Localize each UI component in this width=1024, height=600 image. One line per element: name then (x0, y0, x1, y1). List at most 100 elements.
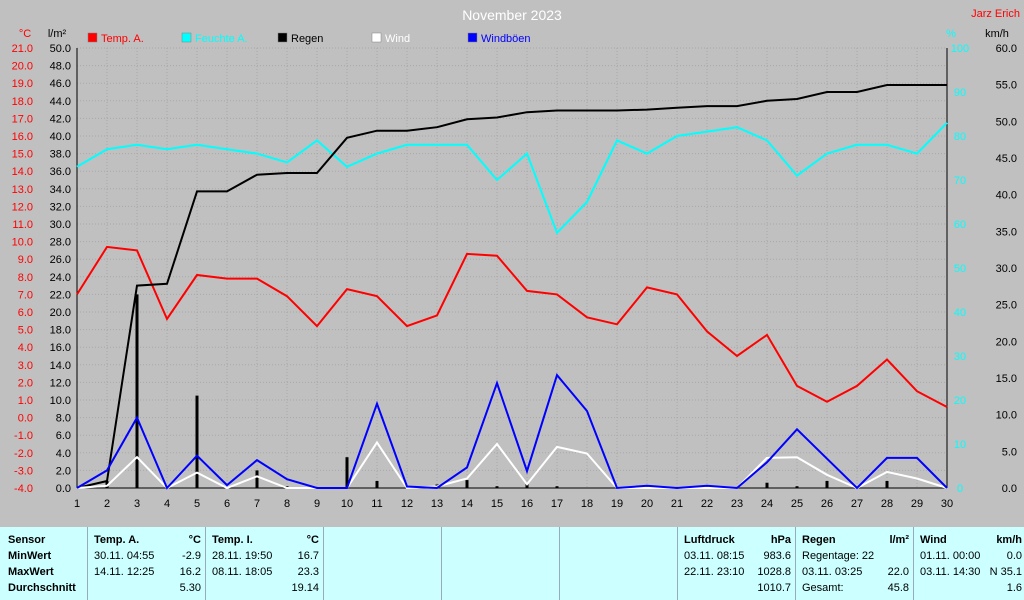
x-tick: 10 (341, 498, 353, 510)
temp-a-column: Temp. A. °C 30.11. 04:55 -2.9 14.11. 12:… (88, 527, 206, 600)
rain-unit: l/m² (889, 534, 909, 546)
rain-total: 45.8 (887, 582, 909, 594)
wind-tick: 20.0 (996, 336, 1017, 348)
rain-tick: 2.0 (56, 465, 71, 477)
rain-tick: 20.0 (50, 307, 71, 319)
hum-tick: 60 (954, 219, 966, 231)
pressure-min-time: 03.11. 08:15 (684, 550, 745, 562)
rain-total-label: Gesamt: (802, 582, 844, 594)
temp-i-average: 19.14 (291, 582, 319, 594)
wind-tick: 35.0 (996, 226, 1017, 238)
temp-tick: 20.0 (12, 61, 33, 73)
x-tick: 6 (224, 498, 230, 510)
legend-label-4: Windböen (481, 33, 531, 45)
x-tick: 20 (641, 498, 653, 510)
x-tick: 23 (731, 498, 743, 510)
wind-axis-unit: km/h (985, 28, 1009, 40)
rain-max-value: 22.0 (887, 566, 909, 578)
rain-tick: 0.0 (56, 483, 71, 495)
x-tick: 29 (911, 498, 923, 510)
rain-days: Regentage: 22 (802, 550, 875, 562)
series-line-wind-0000ff (76, 373, 948, 490)
rain-tick: 12.0 (50, 377, 71, 389)
temp-a-min-value: -2.9 (182, 550, 201, 562)
temp-tick: 0.0 (18, 413, 33, 425)
empty-column-1 (324, 527, 442, 600)
wind-unit: km/h (996, 534, 1022, 546)
rain-tick: 16.0 (50, 342, 71, 354)
rain-tick: 50.0 (50, 43, 71, 55)
x-tick: 16 (521, 498, 533, 510)
x-tick: 24 (761, 498, 773, 510)
rain-column: Regen l/m² Regentage: 22 03.11. 03:25 22… (796, 527, 914, 600)
legend: Temp. A. Feuchte A. Regen Wind Windböen (87, 32, 531, 45)
sensor-column: Sensor MinWert MaxWert Durchschnitt (0, 527, 88, 600)
wind-column: Wind km/h 01.11. 00:00 0.0 03.11. 14:30 … (914, 527, 1024, 600)
x-tick: 25 (791, 498, 803, 510)
legend-swatch-2 (277, 32, 288, 43)
pressure-min-value: 983.6 (763, 550, 791, 562)
rain-tick: 8.0 (56, 413, 71, 425)
hum-tick: 30 (954, 351, 966, 363)
wind-tick: 60.0 (996, 43, 1017, 55)
temp-tick: -2.0 (14, 448, 33, 460)
x-tick: 4 (164, 498, 170, 510)
daily-rain-bar (375, 480, 379, 488)
temp-i-max-value: 23.3 (297, 566, 319, 578)
temp-a-header: Temp. A. (94, 534, 140, 546)
rain-tick: 48.0 (50, 61, 71, 73)
temp-tick: 11.0 (12, 219, 33, 231)
rain-tick: 40.0 (50, 131, 71, 143)
wind-tick: 30.0 (996, 263, 1017, 275)
x-tick: 11 (371, 498, 382, 510)
daily-rain-bar (885, 480, 889, 488)
wind-tick: 5.0 (1002, 446, 1017, 458)
temp-tick: -1.0 (14, 430, 33, 442)
x-tick: 8 (284, 498, 290, 510)
x-tick: 18 (581, 498, 593, 510)
temp-tick: 7.0 (18, 289, 33, 301)
hum-tick: 90 (954, 87, 966, 99)
x-tick: 26 (821, 498, 833, 510)
temp-a-max-value: 16.2 (179, 566, 201, 578)
rain-tick: 26.0 (50, 254, 71, 266)
series-line-temp-ff0000 (76, 245, 948, 408)
rain-tick: 46.0 (50, 78, 71, 90)
pressure-max-time: 22.11. 23:10 (684, 566, 745, 578)
author-label: Jarz Erich (971, 8, 1020, 20)
x-tick: 1 (74, 498, 80, 510)
hum-tick: 70 (954, 175, 966, 187)
min-row-label: MinWert (8, 550, 52, 562)
temp-tick: 19.0 (12, 78, 33, 90)
x-tick: 19 (611, 498, 623, 510)
max-row-label: MaxWert (8, 566, 54, 578)
legend-swatch-0 (87, 32, 98, 43)
daily-rain-bar (135, 294, 139, 488)
wind-tick: 50.0 (996, 116, 1017, 128)
pressure-column: Luftdruck hPa 03.11. 08:15 983.6 22.11. … (678, 527, 796, 600)
rain-tick: 22.0 (50, 289, 71, 301)
series-line-rain-000000 (76, 84, 947, 489)
hum-tick: 20 (954, 395, 966, 407)
temp-tick: 8.0 (18, 272, 33, 284)
legend-label-2: Regen (291, 33, 323, 45)
temp-a-min-time: 30.11. 04:55 (94, 550, 155, 562)
temp-tick: 9.0 (18, 254, 33, 266)
daily-rain-bar (795, 486, 799, 488)
series-lines (76, 84, 948, 490)
x-tick: 14 (461, 498, 473, 510)
avg-row-label: Durchschnitt (8, 582, 76, 594)
series-line-hum-00ffff (76, 122, 948, 235)
rain-tick: 24.0 (50, 272, 71, 284)
temp-i-max-time: 08.11. 18:05 (212, 566, 273, 578)
legend-label-0: Temp. A. (101, 33, 144, 45)
temp-tick: 10.0 (12, 237, 33, 249)
temp-i-header: Temp. I. (212, 534, 253, 546)
x-tick: 21 (671, 498, 683, 510)
daily-rain-bar (765, 482, 769, 488)
legend-swatch-1 (181, 32, 192, 43)
temp-i-min-value: 16.7 (297, 550, 319, 562)
pressure-unit: hPa (770, 534, 791, 546)
axes (76, 48, 948, 489)
temp-tick: -3.0 (14, 465, 33, 477)
